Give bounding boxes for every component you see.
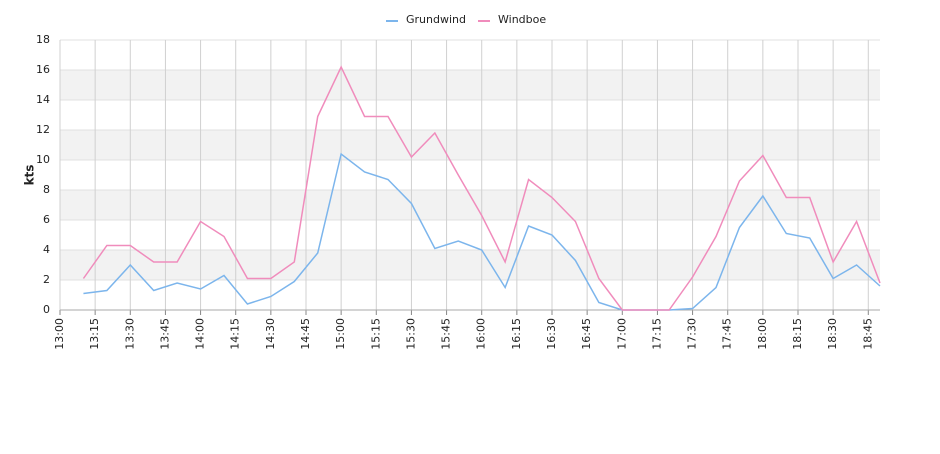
legend-label: Windboe — [498, 13, 546, 26]
x-tick-label: 13:00 — [53, 318, 66, 350]
x-tick-label: 17:00 — [615, 318, 628, 350]
legend-label: Grundwind — [406, 13, 466, 26]
x-tick-label: 17:15 — [650, 318, 663, 350]
x-tick-label: 18:00 — [756, 318, 769, 350]
x-tick-label: 16:15 — [510, 318, 523, 350]
y-tick-label: 16 — [36, 63, 50, 76]
x-tick-label: 13:15 — [88, 318, 101, 350]
x-tick-label: 16:30 — [545, 318, 558, 350]
grid-band — [60, 130, 880, 160]
x-tick-label: 14:30 — [264, 318, 277, 350]
x-tick-label: 14:15 — [229, 318, 242, 350]
x-tick-label: 13:45 — [158, 318, 171, 350]
y-tick-label: 10 — [36, 153, 50, 166]
y-tick-label: 12 — [36, 123, 50, 136]
x-tick-label: 15:15 — [369, 318, 382, 350]
y-tick-label: 4 — [43, 243, 50, 256]
x-tick-label: 18:15 — [791, 318, 804, 350]
y-axis-label: kts — [23, 165, 37, 186]
x-tick-label: 15:30 — [404, 318, 417, 350]
y-tick-label: 14 — [36, 93, 50, 106]
grid-band — [60, 250, 880, 280]
x-tick-label: 13:30 — [123, 318, 136, 350]
y-tick-label: 18 — [36, 33, 50, 46]
x-tick-label: 18:30 — [826, 318, 839, 350]
x-tick-label: 14:45 — [299, 318, 312, 350]
y-tick-label: 6 — [43, 213, 50, 226]
x-tick-label: 18:45 — [861, 318, 874, 350]
x-tick-label: 15:45 — [440, 318, 453, 350]
x-tick-label: 16:00 — [475, 318, 488, 350]
x-tick-label: 15:00 — [334, 318, 347, 350]
series-line — [83, 152, 881, 311]
x-tick-label: 14:00 — [194, 318, 207, 350]
x-tick-label: 17:30 — [686, 318, 699, 350]
y-tick-label: 0 — [43, 303, 50, 316]
y-tick-label: 8 — [43, 183, 50, 196]
series-line — [82, 65, 881, 311]
grid-band — [60, 70, 880, 100]
y-tick-label: 2 — [43, 273, 50, 286]
x-tick-label: 16:45 — [580, 318, 593, 350]
x-tick-label: 17:45 — [721, 318, 734, 350]
